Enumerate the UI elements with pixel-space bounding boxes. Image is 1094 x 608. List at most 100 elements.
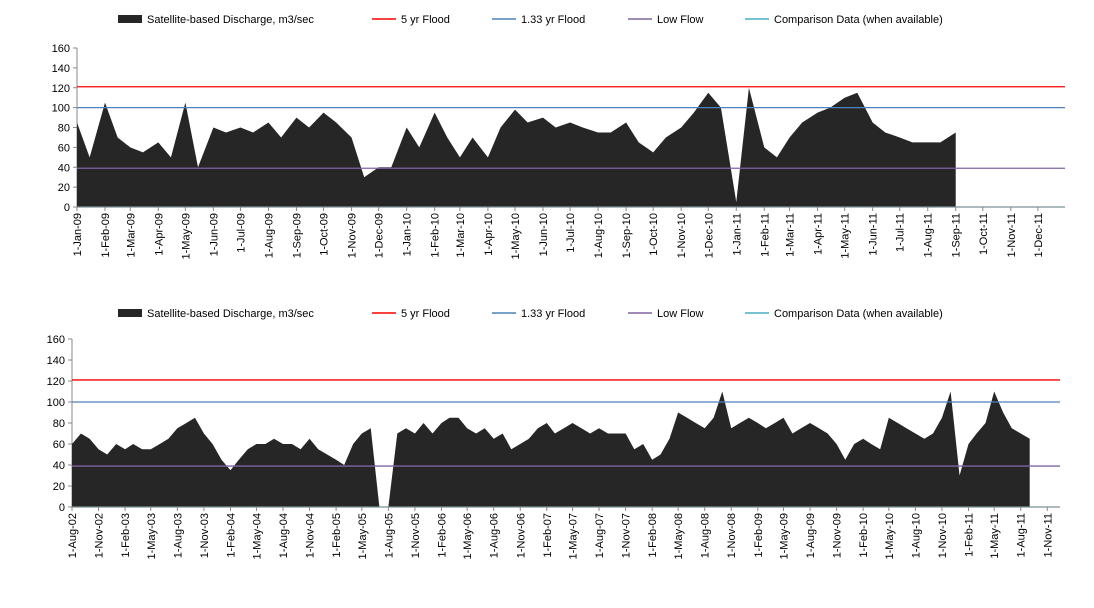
x-tick-label: 1-Aug-03 bbox=[172, 513, 184, 558]
x-tick-label: 1-Feb-11 bbox=[964, 513, 976, 557]
x-tick-label: 1-Aug-10 bbox=[910, 513, 922, 558]
y-tick-label: 160 bbox=[52, 43, 70, 55]
x-tick-label: 1-Oct-10 bbox=[648, 213, 660, 256]
x-tick-label: 1-Feb-09 bbox=[753, 513, 765, 558]
x-tick-label: 1-Nov-02 bbox=[94, 513, 106, 558]
discharge-area bbox=[77, 87, 956, 207]
y-tick-label: 0 bbox=[59, 502, 65, 514]
legend-swatch bbox=[118, 309, 142, 317]
y-tick-label: 20 bbox=[58, 182, 70, 194]
x-tick-label: 1-Aug-09 bbox=[805, 513, 817, 558]
x-tick-label: 1-Jul-11 bbox=[895, 213, 907, 252]
y-tick-label: 0 bbox=[64, 202, 70, 214]
y-tick-label: 120 bbox=[47, 376, 65, 388]
x-tick-label: 1-May-05 bbox=[357, 513, 369, 559]
x-tick-label: 1-Feb-07 bbox=[542, 513, 554, 558]
y-tick-label: 100 bbox=[52, 103, 70, 115]
x-tick-label: 1-Nov-04 bbox=[305, 513, 317, 558]
legend-label: Low Flow bbox=[657, 14, 704, 26]
x-tick-label: 1-Nov-09 bbox=[347, 213, 359, 258]
x-tick-label: 1-Feb-03 bbox=[120, 513, 132, 558]
x-tick-label: 1-Mar-09 bbox=[125, 213, 137, 258]
x-tick-label: 1-Dec-11 bbox=[1033, 213, 1045, 257]
legend-label: Comparison Data (when available) bbox=[774, 308, 943, 320]
x-tick-label: 1-Aug-10 bbox=[593, 213, 605, 258]
x-tick-label: 1-Nov-11 bbox=[1006, 213, 1018, 257]
x-tick-label: 1-Jan-11 bbox=[731, 213, 743, 256]
y-tick-label: 80 bbox=[53, 418, 65, 430]
x-tick-label: 1-May-10 bbox=[510, 213, 522, 259]
x-tick-label: 1-May-09 bbox=[180, 213, 192, 259]
x-tick-label: 1-Sep-11 bbox=[951, 213, 963, 257]
x-tick-label: 1-Jun-09 bbox=[208, 213, 220, 256]
y-tick-label: 100 bbox=[47, 397, 65, 409]
x-tick-label: 1-May-11 bbox=[989, 513, 1001, 559]
x-tick-label: 1-Mar-10 bbox=[455, 213, 467, 258]
x-tick-label: 1-Nov-05 bbox=[410, 513, 422, 558]
y-tick-label: 140 bbox=[47, 355, 65, 367]
x-tick-label: 1-Aug-09 bbox=[263, 213, 275, 258]
x-tick-label: 1-Aug-08 bbox=[700, 513, 712, 558]
x-tick-label: 1-Feb-08 bbox=[647, 513, 659, 558]
x-tick-label: 1-May-07 bbox=[567, 513, 579, 559]
x-tick-label: 1-May-04 bbox=[251, 513, 263, 559]
legend-label: 1.33 yr Flood bbox=[521, 14, 585, 26]
x-tick-label: 1-Nov-10 bbox=[676, 213, 688, 258]
x-tick-label: 1-Nov-11 bbox=[1042, 513, 1054, 557]
x-tick-label: 1-Aug-11 bbox=[923, 213, 935, 257]
x-tick-label: 1-Jan-09 bbox=[72, 213, 84, 256]
x-tick-label: 1-Feb-10 bbox=[430, 213, 442, 258]
y-tick-label: 20 bbox=[53, 481, 65, 493]
x-tick-label: 1-Feb-06 bbox=[436, 513, 448, 558]
y-tick-label: 60 bbox=[53, 439, 65, 451]
x-tick-label: 1-Jan-10 bbox=[402, 213, 414, 256]
x-tick-label: 1-Mar-11 bbox=[785, 213, 797, 257]
legend-label: Satellite-based Discharge, m3/sec bbox=[147, 308, 314, 320]
x-tick-label: 1-Feb-04 bbox=[225, 513, 237, 558]
x-tick-label: 1-Apr-11 bbox=[813, 213, 825, 255]
x-tick-label: 1-Sep-09 bbox=[291, 213, 303, 258]
x-tick-label: 1-May-06 bbox=[462, 513, 474, 559]
x-tick-label: 1-May-11 bbox=[840, 213, 852, 259]
y-tick-label: 40 bbox=[53, 460, 65, 472]
x-tick-label: 1-Apr-10 bbox=[483, 213, 495, 256]
x-tick-label: 1-Feb-10 bbox=[858, 513, 870, 558]
x-tick-label: 1-Feb-05 bbox=[331, 513, 343, 558]
x-tick-label: 1-Oct-11 bbox=[978, 213, 990, 255]
legend-label: Low Flow bbox=[657, 308, 704, 320]
discharge-area bbox=[72, 391, 1030, 507]
legend-label: Comparison Data (when available) bbox=[774, 14, 943, 26]
x-tick-label: 1-Jun-11 bbox=[868, 213, 880, 256]
chart: 0 20 40 60 80 100 120 140 160 1-Jan-09 1-Feb-09 1-M… bbox=[52, 14, 1065, 259]
x-tick-label: 1-Jul-10 bbox=[565, 213, 577, 253]
y-tick-label: 160 bbox=[47, 334, 65, 346]
legend-label: 1.33 yr Flood bbox=[521, 308, 585, 320]
x-tick-label: 1-Aug-06 bbox=[489, 513, 501, 558]
y-tick-label: 140 bbox=[52, 63, 70, 75]
legend-label: 5 yr Flood bbox=[401, 14, 450, 26]
y-tick-label: 40 bbox=[58, 162, 70, 174]
x-tick-label: 1-May-03 bbox=[146, 513, 158, 559]
x-tick-label: 1-Aug-02 bbox=[67, 513, 79, 558]
x-tick-label: 1-Nov-10 bbox=[937, 513, 949, 558]
legend-label: 5 yr Flood bbox=[401, 308, 450, 320]
chart: 0 20 40 60 80 100 120 140 160 1-Aug-02 1-Nov-02 1-F… bbox=[47, 308, 1060, 559]
x-tick-label: 1-Aug-04 bbox=[278, 513, 290, 558]
x-tick-label: 1-Sep-10 bbox=[621, 213, 633, 258]
x-tick-label: 1-Feb-09 bbox=[100, 213, 112, 258]
x-tick-label: 1-Aug-11 bbox=[1016, 513, 1028, 557]
x-tick-label: 1-Nov-08 bbox=[726, 513, 738, 558]
x-tick-label: 1-Nov-07 bbox=[621, 513, 633, 558]
x-tick-label: 1-Nov-09 bbox=[832, 513, 844, 558]
legend-swatch bbox=[118, 15, 142, 23]
x-tick-label: 1-Nov-03 bbox=[199, 513, 211, 558]
x-tick-label: 1-Oct-09 bbox=[319, 213, 331, 256]
x-tick-label: 1-Dec-09 bbox=[374, 213, 386, 258]
y-tick-label: 80 bbox=[58, 123, 70, 135]
x-tick-label: 1-Jun-10 bbox=[538, 213, 550, 256]
x-tick-label: 1-Aug-07 bbox=[594, 513, 606, 558]
y-tick-label: 120 bbox=[52, 83, 70, 95]
x-tick-label: 1-May-09 bbox=[778, 513, 790, 559]
x-tick-label: 1-Nov-06 bbox=[515, 513, 527, 558]
